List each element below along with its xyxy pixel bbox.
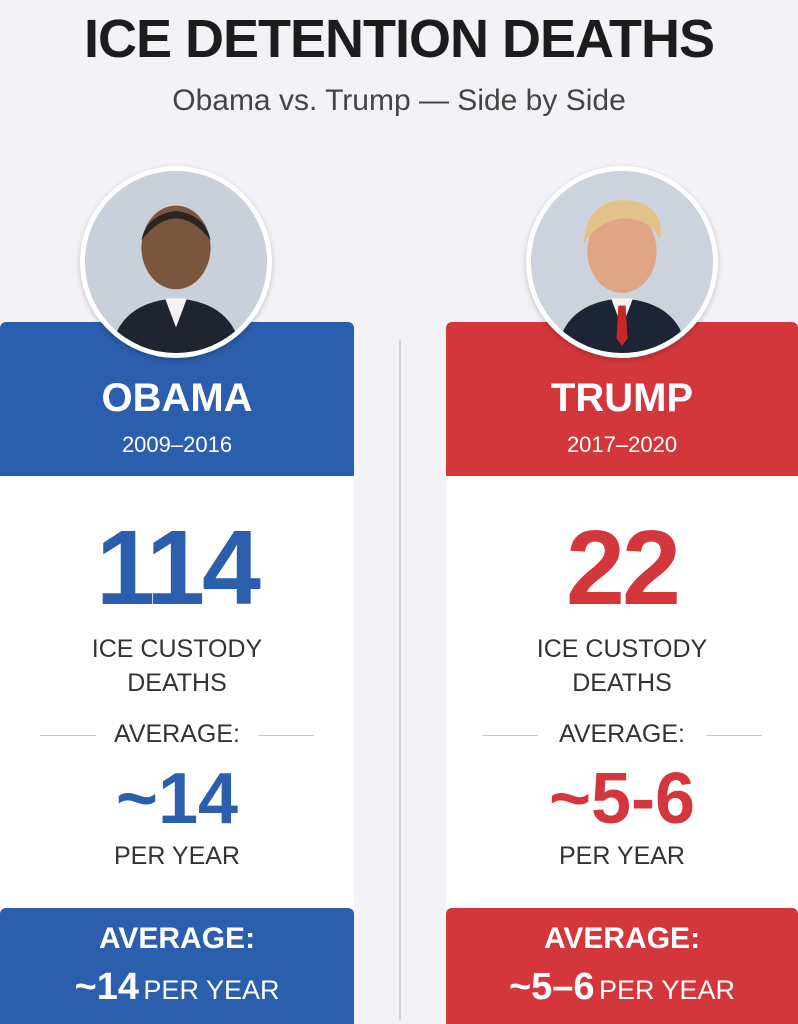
footer-unit: PER YEAR: [143, 975, 280, 1005]
trump-per-year: PER YEAR: [559, 842, 685, 870]
trump-average-value: ~5-6: [548, 759, 696, 839]
page-title: ICE DETENTION DEATHS: [83, 9, 715, 69]
footer-unit: PER YEAR: [598, 975, 736, 1005]
deaths-label-line1: ICE CUSTODY: [91, 635, 263, 663]
obama-portrait: [80, 166, 272, 358]
obama-years: 2009–2016: [121, 432, 233, 457]
trump-average-label: AVERAGE:: [559, 720, 685, 748]
footer-number: ~14: [74, 966, 139, 1008]
trump-portrait: [526, 166, 718, 358]
average-rule-left: [482, 735, 538, 736]
page-subtitle: Obama vs. Trump — Side by Side: [172, 84, 626, 117]
obama-column: OBAMA 2009–2016 114 ICE CUSTODY DEATHS A…: [0, 0, 354, 1024]
trump-deaths-count: 22: [566, 509, 681, 627]
obama-footer: AVERAGE: ~14 PER YEAR: [0, 908, 354, 1024]
center-divider: [399, 340, 401, 1020]
trump-column: TRUMP 2017–2020 22 ICE CUSTODY DEATHS AV…: [446, 0, 798, 1024]
obama-name: OBAMA: [101, 376, 253, 420]
obama-footer-value: ~14 PER YEAR: [0, 966, 354, 1009]
trump-card-body: [446, 476, 798, 908]
average-rule-left: [40, 735, 96, 736]
portrait-placeholder-icon: [531, 171, 713, 353]
portrait-placeholder-icon: [85, 171, 267, 353]
obama-average-value: ~14: [115, 759, 239, 839]
trump-average-row: AVERAGE:: [446, 720, 798, 750]
average-rule-right: [258, 735, 314, 736]
footer-number: ~5–6: [508, 966, 595, 1008]
obama-average-row: AVERAGE:: [0, 720, 354, 750]
trump-footer-value: ~5–6 PER YEAR: [446, 966, 798, 1009]
trump-footer-title: AVERAGE:: [543, 922, 701, 955]
trump-footer: AVERAGE: ~5–6 PER YEAR: [446, 908, 798, 1024]
obama-footer-title: AVERAGE:: [98, 922, 256, 955]
deaths-label-line2: DEATHS: [572, 669, 672, 697]
obama-deaths-label: ICE CUSTODY DEATHS: [0, 632, 354, 700]
trump-deaths-label: ICE CUSTODY DEATHS: [446, 632, 798, 700]
obama-per-year: PER YEAR: [114, 842, 240, 870]
trump-years: 2017–2020: [566, 432, 678, 457]
deaths-label-line2: DEATHS: [127, 669, 227, 697]
average-rule-right: [706, 735, 762, 736]
obama-average-label: AVERAGE:: [114, 720, 240, 748]
deaths-label-line1: ICE CUSTODY: [536, 635, 708, 663]
trump-name: TRUMP: [550, 376, 694, 420]
obama-deaths-count: 114: [95, 509, 261, 627]
obama-card-body: [0, 476, 354, 908]
